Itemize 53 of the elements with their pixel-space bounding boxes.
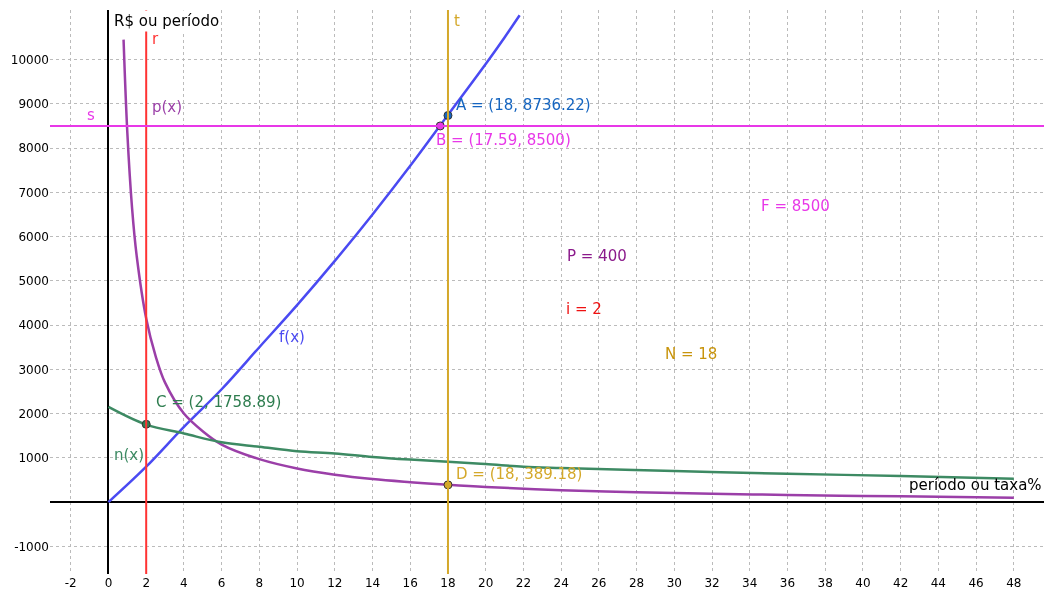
- annotation: N = 18: [665, 345, 718, 363]
- x-tick-label: 14: [364, 576, 381, 590]
- x-tick-label: 40: [855, 576, 871, 590]
- x-tick-label: 18: [440, 576, 456, 590]
- x-tick-label: 8: [255, 576, 264, 590]
- x-tick-label: 38: [817, 576, 833, 590]
- x-tick-label: 20: [478, 576, 494, 590]
- y-tick-label: 4000: [18, 318, 49, 333]
- annotation: i = 2: [566, 300, 602, 318]
- x-tick-label: 0: [104, 576, 113, 590]
- annotation: D = (18, 389.18): [456, 465, 583, 483]
- x-tick-label: 4: [180, 576, 188, 590]
- line-series: [107, 14, 521, 504]
- x-tick-label: 42: [893, 576, 909, 590]
- series-label: f(x): [279, 328, 305, 346]
- series-label: p(x): [152, 98, 183, 116]
- y-tick-label: 5000: [18, 274, 49, 289]
- x-tick-label: 34: [742, 576, 758, 590]
- x-tick-label: 44: [930, 576, 947, 590]
- x-tick-label: 24: [553, 576, 569, 590]
- x-tick-label: 12: [327, 576, 343, 590]
- y-tick-label: 7000: [18, 185, 49, 200]
- y-tick-label: 10000: [10, 52, 49, 67]
- x-tick-label: 46: [968, 576, 984, 590]
- x-tick-label: 48: [1006, 576, 1022, 590]
- x-tick-label: 32: [704, 576, 720, 590]
- x-tick-label: 2: [142, 576, 151, 590]
- ref-line-label: s: [87, 106, 95, 124]
- y-tick-label: 6000: [18, 229, 49, 244]
- annotation: P = 400: [567, 247, 627, 265]
- y-tick-label: 1000: [18, 451, 49, 466]
- x-tick-label: 26: [591, 576, 607, 590]
- x-tick-label: -2: [64, 576, 77, 590]
- ref-line-label: t: [454, 12, 460, 30]
- annotation: B = (17.59, 8500): [436, 131, 571, 149]
- annotation: F = 8500: [761, 197, 830, 215]
- x-tick-label: 36: [779, 576, 796, 590]
- x-axis-title: período ou taxa%: [909, 476, 1042, 494]
- x-tick-label: 16: [402, 576, 418, 590]
- series-label: n(x): [114, 446, 145, 464]
- annotation: A = (18, 8736.22): [456, 96, 591, 114]
- x-tick-label: 30: [666, 576, 682, 590]
- y-tick-label: 9000: [18, 97, 49, 112]
- x-tick-label: 28: [628, 576, 645, 590]
- x-tick-label: 10: [289, 576, 305, 590]
- y-tick-label: 3000: [18, 362, 49, 377]
- y-tick-label: 8000: [18, 141, 49, 156]
- x-tick-label: 6: [217, 576, 226, 590]
- y-axis-title: R$ ou período: [114, 12, 220, 30]
- x-tick-label: 22: [515, 576, 532, 590]
- ref-line-label: r: [152, 30, 159, 48]
- y-tick-label: -1000: [14, 539, 49, 554]
- y-tick-label: 2000: [18, 406, 49, 421]
